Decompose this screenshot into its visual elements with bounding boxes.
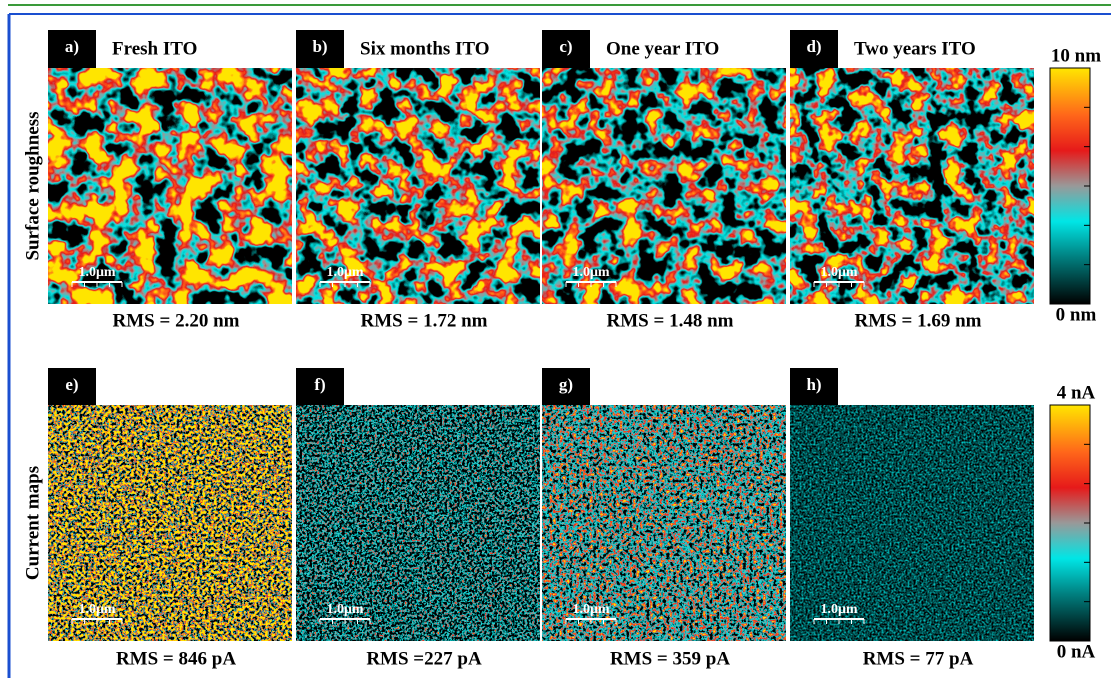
rms-caption: RMS = 2.20 nm [113,310,240,331]
panel-title: One year ITO [606,38,719,59]
colorbar-min-label: 0 nA [1057,641,1096,662]
panel-label-box [48,368,96,405]
panel-label: h) [806,375,821,394]
panel-label: f) [314,375,325,394]
scale-bar-label: 1.0μm [326,602,363,617]
panel-label-box [48,30,96,68]
afm-image [790,68,1034,304]
panel-label: b) [312,37,327,56]
rms-caption: RMS = 77 pA [863,648,974,669]
panel-label: g) [559,375,573,394]
scale-bar-label: 1.0μm [820,265,857,280]
panel-label-box [790,30,838,68]
row-label: Surface roughness [22,111,43,260]
top-margin [0,0,1111,3]
rms-caption: RMS =227 pA [366,648,482,669]
rms-caption: RMS = 1.69 nm [855,310,982,331]
afm-image [48,405,292,641]
rms-caption: RMS = 1.72 nm [361,310,488,331]
colorbar-max-label: 10 nm [1051,45,1101,66]
scale-bar-label: 1.0μm [572,602,609,617]
panel-label: a) [65,37,79,56]
scale-bar-label: 1.0μm [78,602,115,617]
panel-label-box [790,368,838,405]
afm-image [48,68,292,304]
scale-bar-label: 1.0μm [572,265,609,280]
panel-label: c) [559,37,572,56]
scale-bar-label: 1.0μm [326,265,363,280]
scale-bar-label: 1.0μm [820,602,857,617]
panel-label: d) [806,37,821,56]
colorbar-max-label: 4 nA [1057,382,1096,403]
panel-title: Fresh ITO [112,38,197,59]
panel-label-box [542,368,590,405]
panel-label-box [542,30,590,68]
afm-image [296,68,540,304]
panel-title: Two years ITO [854,38,976,59]
panel-label-box [296,368,344,405]
row-label: Current maps [22,466,43,580]
scale-bar-label: 1.0μm [78,265,115,280]
rms-caption: RMS = 1.48 nm [607,310,734,331]
colorbar-min-label: 0 nm [1056,304,1097,325]
afm-image [790,405,1034,641]
colorbar [1049,67,1091,305]
panel-label: e) [65,375,78,394]
rms-caption: RMS = 359 pA [610,648,730,669]
afm-image [542,68,786,304]
panel-title: Six months ITO [360,38,490,59]
afm-image [296,405,540,641]
rms-caption: RMS = 846 pA [116,648,236,669]
panel-label-box [296,30,344,68]
afm-image [542,405,786,641]
